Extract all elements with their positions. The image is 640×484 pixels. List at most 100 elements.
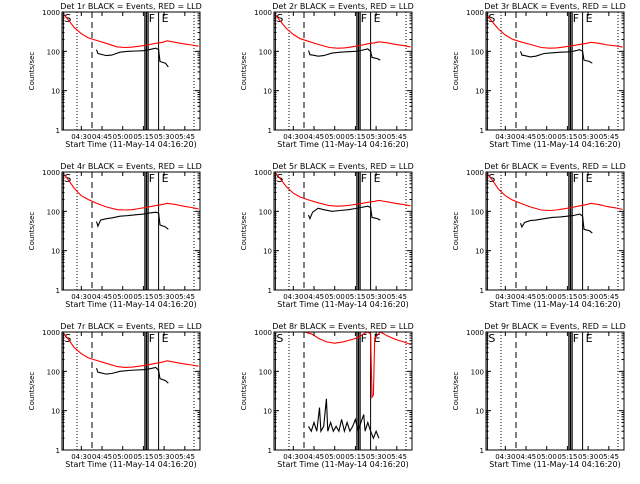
- x-tick-label: 05:00: [537, 293, 557, 301]
- y-tick-label: 10: [51, 248, 60, 256]
- x-tick-label: 04:30: [495, 293, 515, 301]
- x-axis-label: Start Time (11-May-14 04:16:20): [65, 460, 196, 469]
- x-tick-label: 04:30: [71, 453, 91, 461]
- series-line-events: [307, 205, 381, 221]
- y-tick-label: 1000: [466, 169, 484, 177]
- series-line-lld: [62, 173, 199, 211]
- x-axis-label: Start Time (11-May-14 04:16:20): [277, 300, 408, 309]
- x-tick-label: 05:30: [366, 453, 386, 461]
- x-tick-label: 05:30: [578, 453, 598, 461]
- x-tick-label: 05:00: [537, 453, 557, 461]
- y-tick-label: 100: [259, 368, 272, 376]
- x-tick-label: 05:15: [345, 133, 365, 141]
- x-axis-label: Start Time (11-May-14 04:16:20): [489, 140, 620, 149]
- plot-frame: [273, 171, 413, 291]
- panel-title: Det 4r BLACK = Events, RED = LLD: [60, 162, 202, 171]
- y-tick-label: 1: [56, 287, 60, 295]
- marker-label-e: E: [374, 172, 381, 185]
- x-tick-label: 04:45: [304, 293, 324, 301]
- y-tick-label: 1: [480, 127, 484, 135]
- x-tick-label: 05:15: [133, 293, 153, 301]
- y-tick-label: 100: [47, 208, 60, 216]
- y-tick-label: 100: [47, 368, 60, 376]
- marker-label-s: S: [488, 12, 495, 25]
- panel-title: Det 6r BLACK = Events, RED = LLD: [484, 162, 626, 171]
- y-tick-label: 10: [263, 408, 272, 416]
- y-tick-label: 1: [268, 447, 272, 455]
- x-tick-label: 04:30: [283, 133, 303, 141]
- x-tick-label: 04:30: [283, 453, 303, 461]
- marker-label-f: F: [149, 172, 155, 185]
- y-tick-label: 1000: [254, 329, 272, 337]
- panel-title: Det 8r BLACK = Events, RED = LLD: [272, 322, 414, 331]
- y-tick-label: 1000: [254, 169, 272, 177]
- y-tick-label: 1000: [466, 329, 484, 337]
- y-axis-label: Counts/sec: [28, 212, 36, 251]
- y-tick-label: 10: [475, 248, 484, 256]
- y-tick-label: 1: [56, 447, 60, 455]
- x-tick-label: 05:30: [154, 133, 174, 141]
- series-line-lld: [275, 331, 411, 400]
- plot-frame: [273, 11, 413, 131]
- x-tick-label: 04:30: [71, 293, 91, 301]
- x-axis-label: Start Time (11-May-14 04:16:20): [489, 300, 620, 309]
- x-tick-label: 04:30: [495, 133, 515, 141]
- x-tick-label: 05:15: [133, 453, 153, 461]
- y-tick-label: 100: [471, 48, 484, 56]
- marker-label-f: F: [573, 172, 579, 185]
- y-tick-label: 100: [471, 368, 484, 376]
- series-line-lld: [486, 15, 623, 49]
- marker-label-s: S: [276, 332, 283, 345]
- series-line-events: [519, 49, 593, 64]
- marker-label-f: F: [149, 12, 155, 25]
- panel-title: Det 1r BLACK = Events, RED = LLD: [60, 2, 202, 11]
- y-tick-label: 100: [259, 48, 272, 56]
- x-tick-label: 04:30: [495, 453, 515, 461]
- x-tick-label: 04:45: [516, 293, 536, 301]
- y-tick-label: 10: [51, 88, 60, 96]
- x-tick-label: 05:30: [578, 293, 598, 301]
- x-tick-label: 05:00: [113, 133, 133, 141]
- y-tick-label: 10: [51, 408, 60, 416]
- y-tick-label: 1: [480, 447, 484, 455]
- y-axis-label: Counts/sec: [28, 52, 36, 91]
- x-axis-label: Start Time (11-May-14 04:16:20): [277, 140, 408, 149]
- series-line-lld: [274, 14, 411, 49]
- x-tick-label: 05:30: [366, 293, 386, 301]
- x-tick-label: 04:45: [304, 133, 324, 141]
- x-tick-label: 05:00: [325, 133, 345, 141]
- y-tick-label: 1000: [466, 9, 484, 17]
- x-tick-label: 05:45: [175, 293, 195, 301]
- marker-label-e: E: [586, 332, 593, 345]
- marker-label-f: F: [361, 12, 367, 25]
- marker-label-f: F: [361, 332, 367, 345]
- y-axis-label: Counts/sec: [452, 372, 460, 411]
- x-tick-label: 05:30: [154, 453, 174, 461]
- marker-label-f: F: [149, 332, 155, 345]
- y-axis-label: Counts/sec: [452, 52, 460, 91]
- series-line-events: [307, 48, 381, 61]
- x-tick-label: 04:45: [92, 453, 112, 461]
- x-tick-label: 05:15: [345, 453, 365, 461]
- panel-title: Det 9r BLACK = Events, RED = LLD: [484, 322, 626, 331]
- x-tick-label: 04:45: [304, 453, 324, 461]
- marker-label-s: S: [488, 172, 495, 185]
- x-tick-label: 05:00: [537, 133, 557, 141]
- marker-label-e: E: [586, 172, 593, 185]
- panel-title: Det 3r BLACK = Events, RED = LLD: [484, 2, 626, 11]
- y-tick-label: 1: [268, 127, 272, 135]
- x-tick-label: 05:30: [366, 133, 386, 141]
- y-tick-label: 1000: [42, 169, 60, 177]
- marker-label-s: S: [64, 12, 71, 25]
- panel-title: Det 2r BLACK = Events, RED = LLD: [272, 2, 414, 11]
- x-tick-label: 05:00: [325, 453, 345, 461]
- x-tick-label: 05:45: [175, 453, 195, 461]
- marker-label-e: E: [374, 12, 381, 25]
- x-tick-label: 05:00: [325, 293, 345, 301]
- panel-title: Det 7r BLACK = Events, RED = LLD: [60, 322, 202, 331]
- y-tick-label: 1: [268, 287, 272, 295]
